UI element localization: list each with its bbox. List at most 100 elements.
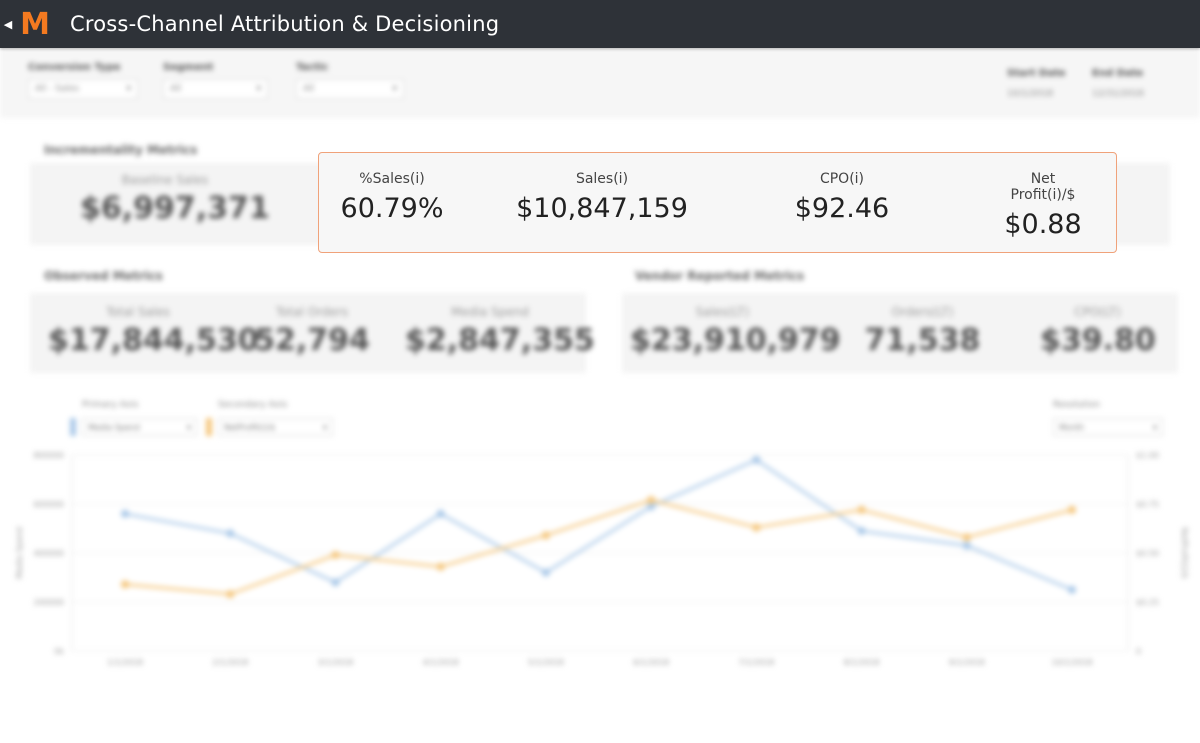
metric-label: Media Spend [451, 305, 529, 319]
y-tick-label: 800000 [33, 451, 64, 460]
series-line [124, 458, 1073, 591]
y2-tick-label: $0.75 [1136, 500, 1159, 509]
line-chart: 0k 0 200000 $0.25 400000 $0.50 600000 $0.75 8000… [15, 451, 1189, 667]
chevron-down-icon: ▾ [322, 422, 327, 432]
y2-tick-label: 0 [1136, 647, 1141, 656]
data-point [962, 541, 971, 550]
metric-label: Sales(i) [575, 171, 629, 187]
data-point [962, 533, 971, 542]
data-point [541, 568, 550, 577]
select-value: All - Sales [35, 84, 80, 94]
data-point [436, 562, 445, 571]
data-point [857, 526, 866, 535]
metric-value: $17,844,530 [48, 323, 259, 358]
pct-sales-i-metric: %Sales(i) 60.79% [341, 171, 444, 224]
secondary-swatch [206, 418, 212, 436]
vendor-title: Vendor Reported Metrics [635, 269, 805, 283]
secondary-axis-label: Secondary Axis [218, 400, 288, 410]
end-date-label: End Date [1092, 68, 1144, 79]
filter-label: Tactic [296, 62, 329, 73]
metric-value: 52,794 [254, 323, 370, 358]
tactic-select[interactable]: All ▾ [296, 79, 404, 99]
metric-value: $6,997,371 [80, 191, 270, 226]
select-value: Media Spend [88, 422, 140, 432]
metric-label: Total Sales [106, 305, 170, 319]
data-point [121, 580, 129, 589]
primary-axis-select[interactable]: Media Spend ▾ [82, 418, 197, 436]
observed-panel [30, 293, 586, 373]
resolution-select[interactable]: Month ▾ [1053, 418, 1163, 436]
chevron-down-icon: ▾ [126, 84, 131, 94]
metric-value: $10,847,159 [516, 193, 688, 224]
chevron-down-icon: ▾ [1152, 422, 1157, 432]
end-date-value: 12/31/2018 [1092, 89, 1144, 99]
select-value: All [303, 84, 315, 94]
metric-value: $0.88 [1004, 209, 1082, 240]
y-tick-label: 0k [54, 647, 64, 656]
x-tick-label: 3/1/2018 [317, 658, 353, 667]
app-logo: M [20, 6, 50, 42]
data-point [436, 509, 445, 518]
x-tick-label: 1/1/2018 [107, 658, 143, 667]
y2-tick-label: $0.25 [1136, 598, 1159, 607]
data-point [226, 529, 235, 538]
sales-i-metric: Sales(i) $10,847,159 [516, 171, 688, 224]
metric-value: $39.80 [1040, 323, 1156, 358]
segment-select[interactable]: All ▾ [163, 79, 268, 99]
data-point [331, 578, 340, 587]
data-point [752, 455, 761, 464]
metric-label: Total Orders [275, 305, 349, 319]
y-tick-label: 400000 [33, 549, 64, 558]
conversion-type-select[interactable]: All - Sales ▾ [28, 79, 138, 99]
vendor-cpo-metric: CPO(LT) $39.80 [1040, 305, 1156, 358]
secondary-axis-select[interactable]: NetProfit(i)/$ ▾ [218, 418, 333, 436]
vendor-sales-metric: Sales(LT) $23,910,979 [630, 305, 841, 358]
metric-value: 71,538 [864, 323, 981, 358]
data-point [121, 509, 129, 518]
media-spend-metric: Media Spend $2,847,355 [405, 305, 595, 358]
incrementality-highlight-card: %Sales(i) 60.79% Sales(i) $10,847,159 CP… [318, 152, 1117, 253]
metric-label: CPO(i) [819, 171, 865, 187]
chevron-down-icon: ▾ [186, 422, 191, 432]
x-tick-label: 10/1/2018 [1051, 658, 1092, 667]
select-value: Month [1059, 422, 1085, 432]
filter-segment: Segment All ▾ [163, 62, 268, 99]
data-point [857, 505, 866, 514]
end-date[interactable]: End Date 12/31/2018 [1092, 68, 1144, 99]
start-date-value: 10/1/2018 [1007, 89, 1054, 99]
metric-value: 60.79% [340, 193, 444, 224]
data-point [226, 590, 235, 599]
app-header: ◀ M Cross-Channel Attribution & Decision… [0, 0, 1200, 48]
observed-title: Observed Metrics [44, 269, 163, 283]
start-date-label: Start Date [1007, 68, 1066, 79]
dashboard-background: Conversion Type All - Sales ▾ Segment All… [0, 48, 1200, 726]
start-date[interactable]: Start Date 10/1/2018 [1007, 68, 1066, 99]
metric-label: Net Profit(i)/$ [1010, 171, 1076, 203]
vendor-orders-metric: Orders(LT) 71,538 [860, 305, 985, 358]
data-point [331, 550, 340, 559]
y2-tick-label: $1.00 [1136, 451, 1159, 460]
metric-value: $23,910,979 [630, 323, 841, 358]
y-axis-label: Media Spend [15, 527, 24, 579]
data-point [541, 531, 550, 540]
data-point [647, 502, 656, 511]
y-tick-label: 200000 [33, 598, 64, 607]
x-tick-label: 7/1/2018 [738, 658, 774, 667]
y-tick-label: 600000 [33, 500, 64, 509]
metric-label: %Sales(i) [359, 171, 425, 187]
vendor-panel [622, 293, 1178, 373]
back-arrow-icon[interactable]: ◀ [3, 17, 13, 31]
total-sales-metric: Total Sales $17,844,530 [48, 305, 259, 358]
x-tick-label: 9/1/2018 [949, 658, 985, 667]
chevron-down-icon: ▾ [256, 84, 261, 94]
filter-label: Conversion Type [28, 62, 121, 73]
filter-tactic: Tactic All ▾ [296, 62, 404, 99]
baseline-sales-metric: Baseline Sales $6,997,371 [80, 173, 270, 226]
x-tick-label: 2/1/2018 [212, 658, 248, 667]
cpo-i-metric: CPO(i) $92.46 [795, 171, 889, 224]
x-tick-label: 8/1/2018 [844, 658, 880, 667]
metric-value: $2,847,355 [405, 323, 595, 358]
primary-axis-label: Primary Axis [82, 400, 139, 410]
filter-label: Segment [163, 62, 214, 73]
metric-label: Sales(LT) [695, 305, 750, 319]
